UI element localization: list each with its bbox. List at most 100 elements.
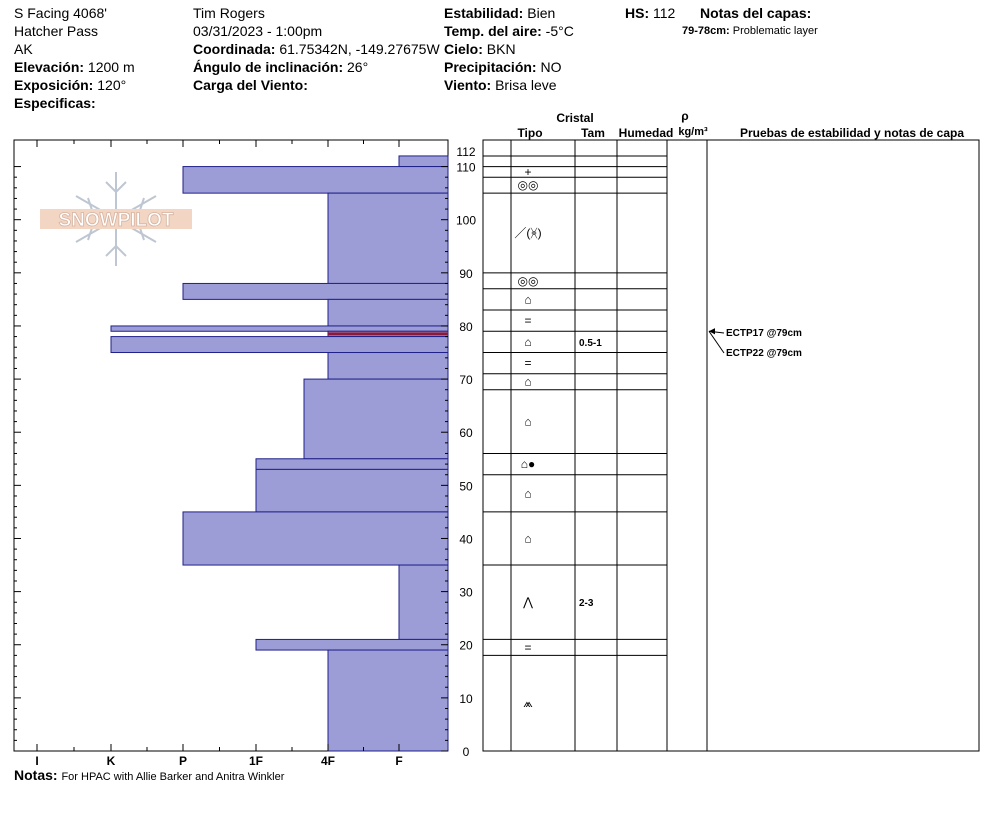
hardness-tick-label: 4F: [321, 754, 335, 768]
rho-header: ρ: [681, 109, 688, 123]
air-temp-label: Temp. del aire:: [444, 23, 542, 39]
hardness-bar: [110, 325, 449, 332]
state: AK: [14, 41, 33, 57]
density-unit-header: kg/m³: [678, 126, 708, 138]
crystal-type: ◎◎: [518, 274, 539, 288]
elevation-label: Elevación:: [14, 59, 85, 75]
layer-note-text: Problematic layer: [732, 25, 818, 37]
notes-text: For HPAC with Allie Barker and Anitra Wi…: [61, 771, 285, 783]
site-name: S Facing 4068': [14, 5, 107, 21]
hs-row: HS: 112: [625, 4, 675, 22]
crystal-type: ⌂: [524, 335, 531, 349]
depth-tick-label: 30: [459, 586, 473, 600]
layer-table-columns: [510, 140, 708, 751]
stability-test-annotations: ECTP17 @79cm ECTP22 @79cm: [708, 328, 802, 359]
layer-table-frame: [482, 139, 980, 752]
crystal-type: ⌂: [524, 375, 531, 389]
stability-label: Estabilidad:: [444, 5, 524, 21]
hardness-axis: I K P 1F 4F F: [35, 140, 403, 768]
sky-row: Cielo: BKN: [444, 40, 516, 58]
hardness-bars: [110, 155, 449, 752]
stability-value: Bien: [527, 5, 556, 21]
crystal-size: 0.5-1: [579, 338, 602, 349]
hardness-bar: [327, 298, 449, 327]
test-label: ECTP22 @79cm: [726, 348, 802, 359]
hardness-bar: [327, 352, 449, 380]
hardness-bar: [182, 511, 449, 566]
crystal-type: =: [524, 640, 531, 654]
datetime: 03/31/2023 - 1:00pm: [193, 23, 323, 39]
depth-tick-label: 20: [459, 639, 473, 653]
notes-label: Notas:: [14, 767, 58, 783]
depth-axis: 0 10 20 30 40 50 60 70 80 90 100 110 112: [14, 145, 476, 759]
specifics-label: Especificas:: [14, 95, 96, 111]
hardness-tick-label: I: [35, 754, 38, 768]
wind-label: Viento:: [444, 77, 492, 93]
depth-tick-label: 80: [459, 320, 473, 334]
crystal-type: ⋀: [522, 595, 533, 609]
crystal-type: ⩕: [523, 696, 533, 710]
wind-load-label: Carga del Viento:: [193, 77, 308, 93]
depth-tick-label: 112: [456, 145, 475, 159]
humidity-header: Humedad: [619, 126, 674, 140]
crystal-header: Cristal: [556, 111, 593, 125]
slope-label: Ángulo de inclinación:: [193, 59, 344, 75]
hardness-bar: [303, 378, 449, 460]
depth-tick-label: 0: [463, 745, 470, 759]
layer-boundaries: [483, 155, 667, 656]
hardness-tick-label: P: [179, 754, 187, 768]
precip-row: Precipitación: NO: [444, 58, 561, 76]
hs-label: HS:: [625, 5, 650, 21]
coordinate-label: Coordinada:: [193, 41, 276, 57]
crystal-type-symbols: +◎◎／(ᚸ)◎◎⌂=⌂ 0.5-1=⌂⌂⌂●⌂⌂⋀ 2-3=⩕: [514, 165, 602, 710]
hardness-bar: [182, 282, 449, 300]
crystal-type: +: [524, 165, 531, 179]
hardness-bar: [398, 564, 449, 640]
hardness-bar: [255, 468, 449, 513]
wind-row: Viento: Brisa leve: [444, 76, 557, 94]
crystal-type: ／(ᚸ): [514, 226, 541, 240]
stability-tests-header: Pruebas de estabilidad y notas de capa: [740, 126, 964, 140]
hardness-bar: [110, 336, 449, 354]
crystal-type: ⌂: [524, 292, 531, 306]
coordinate-row: Coordinada: 61.75342N, -149.27675W: [193, 40, 440, 58]
coordinate-value: 61.75342N, -149.27675W: [279, 41, 440, 57]
hardness-bar: [182, 166, 449, 194]
logo-text: SNOWPILOT: [58, 210, 173, 231]
mountain-range: Hatcher Pass: [14, 23, 99, 39]
aspect-label: Exposición:: [14, 77, 94, 93]
depth-tick-label: 110: [456, 161, 475, 175]
snowpilot-logo: SNOWPILOT: [40, 172, 192, 266]
crystal-type: ⌂: [524, 531, 531, 545]
hardness-tick-label: F: [395, 754, 402, 768]
aspect-row: Exposición: 120°: [14, 76, 126, 94]
test-pointer: [708, 330, 725, 354]
size-header: Tam: [581, 126, 605, 140]
depth-tick-label: 70: [459, 373, 473, 387]
layer-note-depth: 79-78cm:: [682, 25, 730, 37]
hardness-bar: [255, 458, 449, 470]
crystal-type: ◎◎: [518, 178, 539, 192]
depth-tick-label: 90: [459, 267, 473, 281]
crystal-type: =: [524, 314, 531, 328]
hs-value: 112: [653, 5, 676, 21]
test-label: ECTP17 @79cm: [726, 328, 802, 339]
layer-note: 79-78cm: Problematic layer: [682, 22, 818, 40]
depth-tick-label: 100: [456, 214, 476, 228]
elevation-row: Elevación: 1200 m: [14, 58, 135, 76]
precip-value: NO: [540, 59, 562, 75]
hardness-bar: [398, 155, 449, 168]
slope-value: 26°: [347, 59, 369, 75]
notes-row: Notas: For HPAC with Allie Barker and An…: [14, 766, 284, 786]
air-temp-row: Temp. del aire: -5°C: [444, 22, 574, 40]
elevation-value: 1200 m: [87, 59, 135, 75]
hardness-bar: [255, 638, 449, 651]
precip-label: Precipitación:: [444, 59, 537, 75]
depth-tick-label: 60: [459, 426, 473, 440]
test-arrowhead: [709, 328, 715, 335]
crystal-size: 2-3: [579, 598, 594, 609]
depth-tick-label: 40: [459, 532, 473, 546]
stability-row: Estabilidad: Bien: [444, 4, 555, 22]
crystal-type: ⌂: [524, 415, 531, 429]
